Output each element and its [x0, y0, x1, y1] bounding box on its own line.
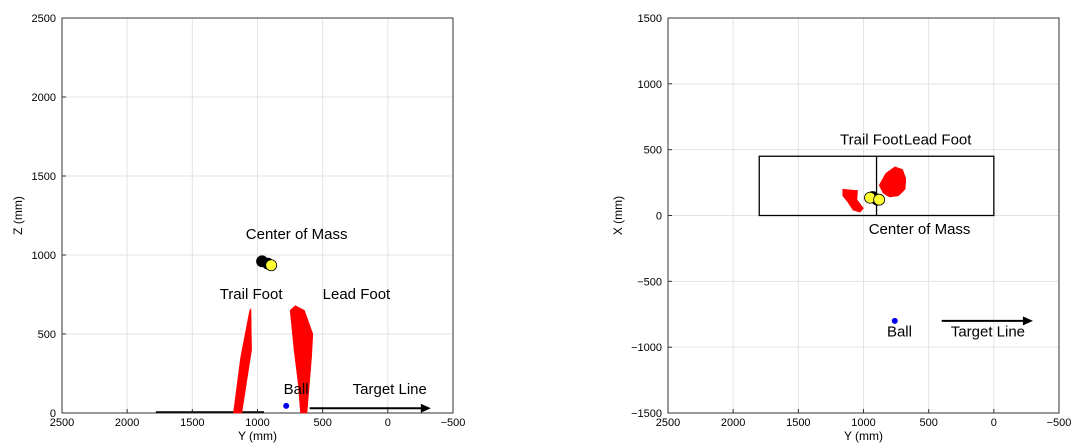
- x-tick-label: 0: [385, 417, 391, 429]
- y-tick-label: 0: [656, 211, 662, 223]
- center-of-mass-point: [265, 259, 278, 272]
- lead-foot-shape: [289, 305, 314, 414]
- annotation-target-line: Target Line: [951, 324, 1025, 341]
- lead-foot-shape: [878, 166, 907, 198]
- x-axis-title: Y (mm): [844, 429, 883, 443]
- annotation-target-line: Target Line: [353, 381, 427, 398]
- annotation-trail-foot: Trail Foot: [840, 131, 904, 148]
- target-line-arrowhead: [1022, 316, 1033, 326]
- y-tick-label: −1000: [631, 342, 662, 354]
- x-tick-label: −500: [1047, 417, 1072, 429]
- y-tick-label: 1000: [638, 79, 662, 91]
- y-tick-label: 500: [644, 145, 662, 157]
- annotation-ball: Ball: [887, 324, 912, 341]
- y-tick-label: 0: [50, 408, 56, 420]
- annotation-center-of-mass: Center of Mass: [869, 221, 971, 238]
- plot-frame: [61, 17, 454, 414]
- x-tick-label: 1000: [851, 417, 875, 429]
- target-line-arrowhead: [420, 403, 431, 413]
- plot-frame: [667, 17, 1060, 414]
- x-tick-label: 500: [313, 417, 331, 429]
- y-axis-title: Z (mm): [11, 196, 25, 235]
- x-tick-label: 2000: [115, 417, 139, 429]
- center-of-mass-point: [873, 193, 886, 206]
- y-tick-label: 500: [38, 329, 56, 341]
- ball-point: [891, 317, 898, 324]
- y-tick-label: 1000: [32, 250, 56, 262]
- chart-panel-side: 2500 2000 1500 1000 500 0 −500 0 500 1000 1500 2000…: [11, 13, 465, 443]
- x-tick-label: 1000: [245, 417, 269, 429]
- annotation-lead-foot: Lead Foot: [904, 131, 972, 148]
- x-tick-label: 1500: [180, 417, 204, 429]
- chart-panel-top: 2500 2000 1500 1000 500 0 −500 1500 1000 500 0 −500…: [611, 13, 1071, 443]
- y-tick-label: 2000: [32, 92, 56, 104]
- x-tick-label: 2500: [656, 417, 680, 429]
- y-tick-label: 1500: [638, 13, 662, 25]
- y-tick-label: −1500: [631, 408, 662, 420]
- y-axis-title: X (mm): [611, 196, 625, 235]
- x-tick-label: 1500: [786, 417, 810, 429]
- y-tick-label: −500: [637, 276, 662, 288]
- x-tick-label: 2000: [721, 417, 745, 429]
- annotation-trail-foot: Trail Foot: [220, 286, 284, 303]
- annotation-ball: Ball: [284, 381, 309, 398]
- ball-point: [283, 402, 290, 409]
- x-tick-label: 500: [919, 417, 937, 429]
- x-tick-label: 0: [991, 417, 997, 429]
- y-tick-label: 2500: [32, 13, 56, 25]
- x-tick-label: −500: [441, 417, 466, 429]
- annotation-center-of-mass: Center of Mass: [246, 226, 348, 243]
- trail-foot-shape: [233, 308, 252, 414]
- x-tick-label: 2500: [50, 417, 74, 429]
- y-tick-label: 1500: [32, 171, 56, 183]
- trail-foot-shape: [842, 188, 864, 213]
- x-axis-title: Y (mm): [238, 429, 277, 443]
- annotation-lead-foot: Lead Foot: [323, 286, 391, 303]
